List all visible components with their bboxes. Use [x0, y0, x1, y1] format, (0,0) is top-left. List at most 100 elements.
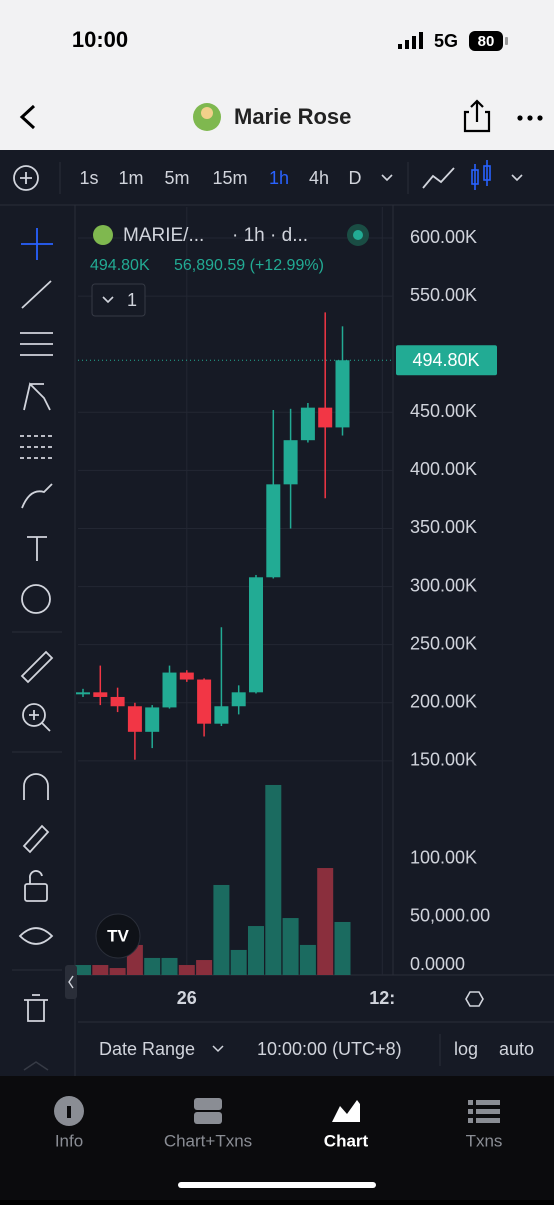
tab-label[interactable]: Chart+Txns — [164, 1131, 252, 1150]
interval-button[interactable]: 15m — [212, 168, 247, 188]
tab-icon — [194, 1112, 222, 1124]
visibility-tool[interactable] — [18, 927, 54, 945]
collapse-tools[interactable] — [65, 965, 77, 999]
last-price-badge — [396, 345, 497, 376]
date-range-button[interactable]: Date Range — [99, 1039, 195, 1059]
volume-bar — [161, 957, 178, 975]
indicator-button[interactable] — [422, 167, 455, 189]
add-plus — [20, 172, 32, 184]
tab-icon — [468, 1100, 473, 1105]
tv-logo[interactable] — [95, 913, 141, 959]
crosshair-tool[interactable] — [21, 228, 53, 260]
magnet-tool[interactable] — [23, 773, 49, 800]
pattern-tool[interactable] — [23, 382, 51, 411]
candle-body — [318, 407, 333, 428]
fib-tool[interactable] — [20, 332, 53, 356]
indicator-count: 1 — [127, 290, 137, 310]
volume-bar — [144, 957, 161, 975]
volume-tick-label: 100.00K — [410, 848, 477, 868]
volume-bar — [230, 949, 247, 975]
y-tick-label: 350.00K — [410, 517, 477, 537]
candle-body — [162, 672, 177, 708]
legend-change: 56,890.59 (+12.99%) — [174, 257, 324, 274]
more-button[interactable] — [517, 115, 543, 121]
candle-body — [110, 696, 125, 707]
tab-icon — [468, 1109, 473, 1114]
indicator-toggle[interactable] — [91, 283, 146, 317]
back-button[interactable] — [19, 104, 36, 130]
text-tool[interactable] — [27, 536, 47, 561]
last-price-label: 494.80K — [412, 350, 479, 370]
interval-button[interactable]: 1s — [79, 168, 98, 188]
legend-status-dot — [353, 230, 363, 240]
volume-bar — [213, 884, 230, 975]
add-button[interactable] — [13, 165, 39, 191]
interval-button[interactable]: 1m — [118, 168, 143, 188]
tab-icon — [476, 1109, 500, 1114]
volume-tick-label: 0.0000 — [410, 954, 465, 974]
x-tick-label: 26 — [177, 988, 197, 1008]
timezone-button[interactable]: 10:00:00 (UTC+8) — [257, 1039, 402, 1059]
brush-tool[interactable] — [21, 483, 53, 509]
network-label: 5G — [434, 31, 458, 51]
prediction-tool[interactable] — [20, 435, 53, 459]
tab-label[interactable]: Chart — [324, 1131, 369, 1150]
trendline-tool[interactable] — [21, 280, 52, 309]
ruler-tool[interactable] — [20, 650, 54, 684]
lock-draw-tool[interactable] — [22, 824, 50, 854]
candle-body — [335, 360, 350, 428]
battery-tip — [505, 37, 508, 45]
y-tick-label: 550.00K — [410, 285, 477, 305]
candle-body — [300, 407, 315, 441]
volume-bar — [282, 918, 299, 975]
interval-button[interactable]: 4h — [309, 168, 329, 188]
y-tick-label: 450.00K — [410, 401, 477, 421]
candle-body — [231, 692, 246, 707]
share-button[interactable] — [463, 99, 491, 133]
auto-button[interactable]: auto — [499, 1039, 534, 1059]
tab-label[interactable]: Info — [55, 1131, 83, 1150]
tab-bar-bg — [0, 1076, 554, 1200]
interval-button[interactable]: 5m — [164, 168, 189, 188]
legend-price: 494.80K — [90, 257, 150, 274]
status-time: 10:00 — [72, 27, 128, 52]
collapse-arrow — [68, 975, 74, 989]
tab-icon — [476, 1118, 500, 1123]
emoji-tool[interactable] — [21, 584, 51, 614]
volume-bar — [248, 926, 264, 975]
candle-body — [145, 707, 160, 732]
candle-body — [197, 679, 212, 724]
interval-button[interactable]: 1h — [269, 168, 289, 188]
battery-level: 80 — [478, 33, 495, 50]
log-button[interactable]: log — [454, 1039, 478, 1059]
header-bg — [0, 0, 554, 150]
lock-tool[interactable] — [24, 883, 48, 902]
volume-tick-label: 50,000.00 — [410, 906, 490, 926]
candle-body — [283, 440, 298, 485]
x-tick-label: 12: — [369, 988, 395, 1008]
tab-icon-mark — [67, 1106, 71, 1118]
tab-icon — [332, 1100, 360, 1122]
signal-icon — [398, 32, 423, 49]
avatar-face — [201, 107, 213, 119]
y-tick-label: 250.00K — [410, 633, 477, 653]
volume-bar — [265, 784, 282, 975]
interval-button[interactable]: D — [349, 168, 362, 188]
tv-logo-mark: TV — [107, 926, 129, 945]
y-tick-label: 300.00K — [410, 575, 477, 595]
volume-bar — [109, 968, 126, 975]
chart-type-button[interactable] — [471, 160, 491, 190]
tab-label[interactable]: Txns — [466, 1131, 503, 1150]
header-title: Marie Rose — [234, 104, 351, 129]
volume-bar — [299, 944, 316, 975]
settings-button[interactable] — [465, 991, 484, 1007]
tab-icon — [468, 1118, 473, 1123]
interval-dropdown[interactable] — [381, 174, 393, 182]
candle-body — [76, 692, 90, 695]
home-indicator — [178, 1182, 376, 1188]
volume-bar — [75, 965, 91, 975]
delete-tool[interactable] — [24, 994, 48, 1022]
zoom-tool[interactable] — [22, 703, 46, 727]
chart-type-dropdown[interactable] — [511, 174, 523, 182]
legend-interval: · 1h · d... — [232, 225, 308, 246]
